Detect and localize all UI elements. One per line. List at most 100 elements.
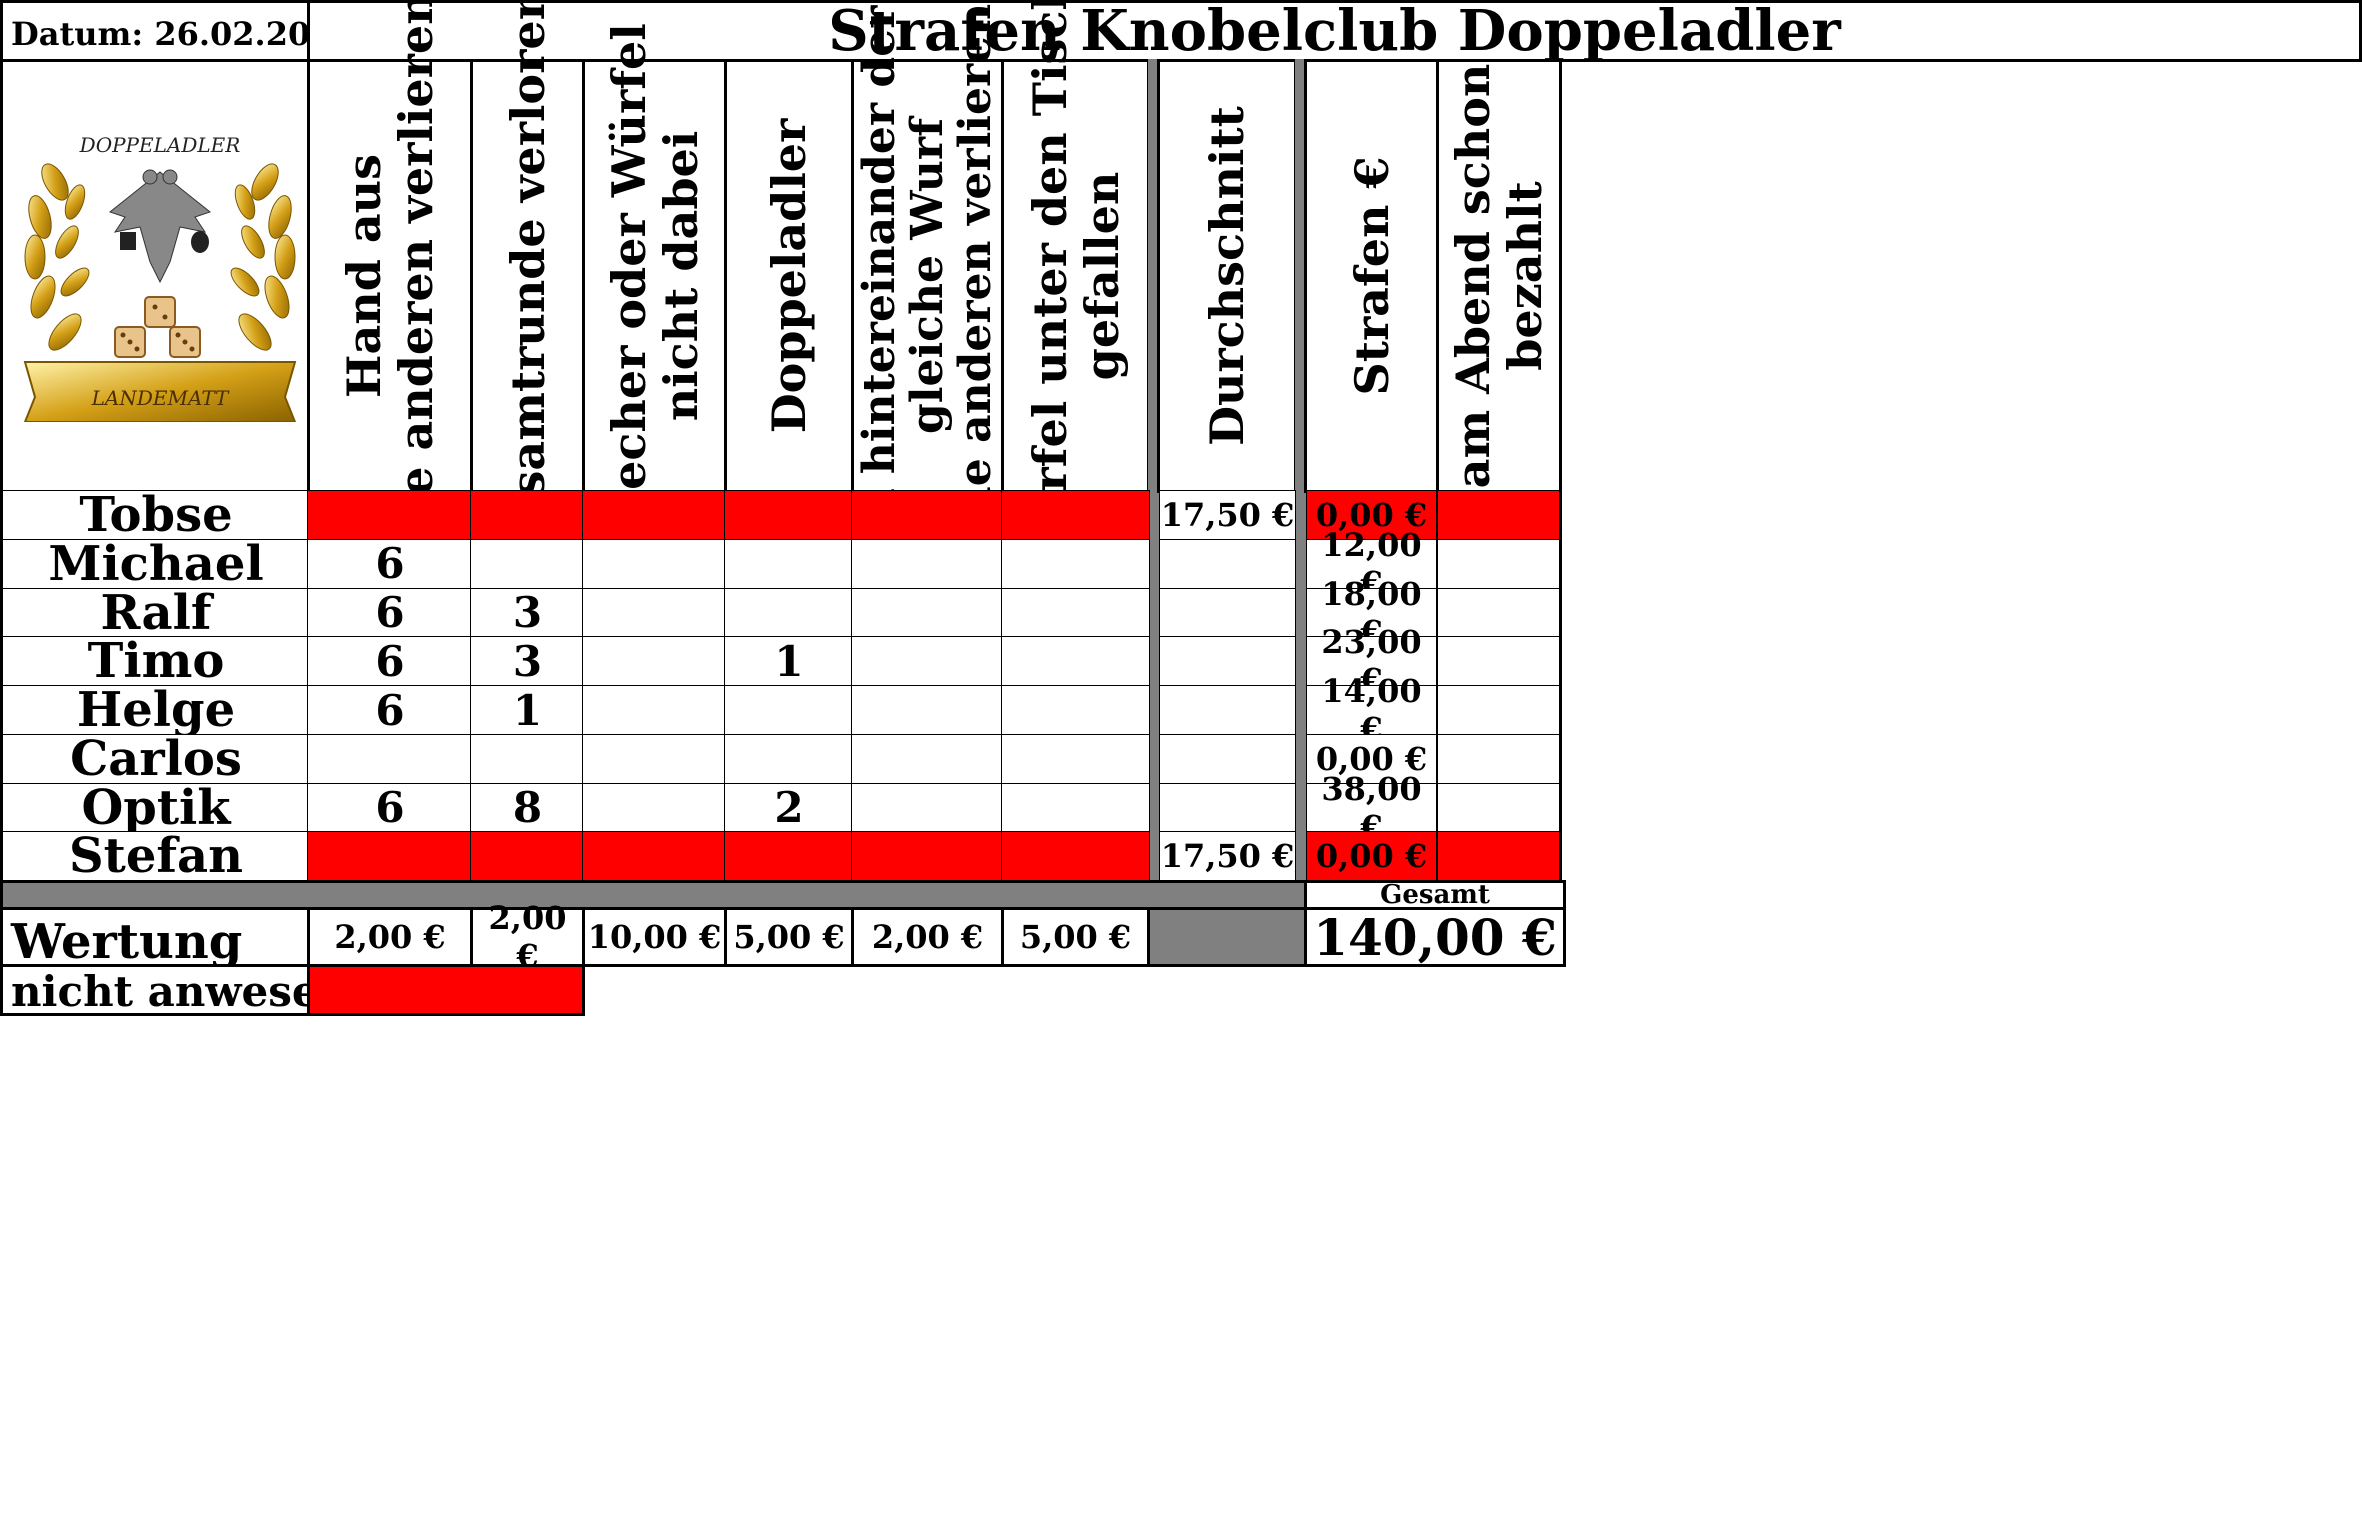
wertung-value: 10,00 € (582, 907, 727, 967)
date-label: Datum: 26.02.2016 (11, 15, 355, 53)
penalty-count (1001, 782, 1150, 833)
penalty-count (582, 587, 727, 638)
player-name: Optik (0, 780, 310, 836)
player-name: Ralf (0, 585, 310, 641)
penalty-count: 6 (307, 587, 473, 638)
average-value (1159, 636, 1296, 687)
player-name: Stefan (0, 828, 310, 884)
penalty-count (470, 831, 585, 882)
penalty-count (1001, 490, 1150, 541)
average-value (1159, 782, 1296, 833)
gesamt-label: Gesamt (1380, 880, 1490, 910)
penalty-count: 6 (307, 782, 473, 833)
strafen-value: 0,00 € (1306, 733, 1437, 784)
date-cell: Datum: 26.02.2016 (0, 0, 355, 62)
average-value (1159, 733, 1296, 784)
penalty-count (582, 831, 727, 882)
penalty-count (582, 685, 727, 736)
col-header-line1: Strafen € (1344, 156, 1399, 396)
average-value: 17,50 € (1159, 490, 1296, 541)
absent-label-cell: nicht anwesend: (0, 964, 394, 1016)
player-name: Carlos (0, 731, 310, 787)
penalty-count (851, 587, 1004, 638)
wertung-value: 5,00 € (1001, 907, 1150, 967)
average-value: 17,50 € (1159, 831, 1296, 882)
penalty-count (1001, 538, 1150, 589)
penalty-count (851, 782, 1004, 833)
col-header-line2: nicht dabei (653, 130, 708, 422)
col-header-line1: 3x hintereinander der (853, 5, 905, 547)
penalty-count (851, 831, 1004, 882)
penalty-count (470, 490, 585, 541)
paid-cell (1437, 538, 1562, 589)
total-cell: 140,00 € (1304, 907, 1566, 967)
penalty-count (724, 685, 854, 736)
strafen-value: 18,00 € (1306, 575, 1437, 651)
penalty-count (1001, 636, 1150, 687)
paid-cell (1437, 587, 1562, 638)
paid-cell (1437, 490, 1562, 541)
penalty-count (724, 733, 854, 784)
penalty-count: 3 (470, 587, 585, 638)
penalty-count (1001, 733, 1150, 784)
penalty-count (1001, 831, 1150, 882)
col-header-hand-aus: Hand aus (alle anderen verlieren) (307, 0, 473, 582)
gesamt-label-cell: Gesamt (1304, 880, 1566, 910)
player-name: Michael (0, 536, 310, 592)
logo-top-text: DOPPELADLER (79, 133, 241, 157)
penalty-count: 6 (307, 685, 473, 736)
col-header-3x: 3x hintereinander der gleiche Wurf (alle a… (851, 0, 1004, 569)
penalty-count (582, 538, 727, 589)
penalty-count (307, 490, 473, 541)
penalty-count: 3 (470, 636, 585, 687)
col-header-wuerfel-tisch: Würfel unter den Tisch gefallen (1001, 0, 1150, 575)
penalty-count: 1 (724, 636, 854, 687)
col-header-becher: Becher oder Würfel nicht dabei (582, 23, 727, 529)
penalty-count (724, 587, 854, 638)
col-header-line2: gefallen (1074, 171, 1129, 381)
penalty-count (470, 733, 585, 784)
logo-bottom-text: LANDEMATT (91, 386, 230, 410)
strafen-value: 38,00 € (1306, 770, 1437, 846)
wertung-value: 2,00 € (307, 907, 473, 967)
col-header-line3: (alle anderen verlieren) (949, 0, 1001, 569)
penalty-count (307, 831, 473, 882)
player-name: Timo (0, 633, 310, 689)
penalty-count (582, 490, 727, 541)
penalty-count (582, 782, 727, 833)
logo-cell: LANDEMATT DOPPELADLER (0, 59, 310, 493)
penalty-count (851, 733, 1004, 784)
paid-cell (1437, 831, 1562, 882)
strafen-value: 0,00 € (1306, 490, 1437, 541)
col-header-line1: Becher oder Würfel (601, 23, 656, 529)
penalty-count (582, 733, 727, 784)
wertung-value: 2,00 € (470, 899, 585, 975)
penalty-count (1001, 587, 1150, 638)
col-header-bezahlt: am Abend schon bezahlt (1436, 59, 1562, 493)
wertung-value: 5,00 € (724, 907, 854, 967)
col-header-line1: am Abend schon (1446, 63, 1500, 489)
penalty-count (851, 636, 1004, 687)
col-header-line2: bezahlt (1498, 181, 1552, 371)
penalty-count (851, 685, 1004, 736)
paid-cell (1437, 685, 1562, 736)
wertung-label: Wertung (11, 914, 243, 970)
col-header-durchschnitt: Durchschnitt (1157, 59, 1297, 493)
col-header-gesamtrunde: Gesamtrunde verloren (470, 0, 585, 565)
strafen-value: 14,00 € (1306, 672, 1437, 748)
paid-cell (1437, 636, 1562, 687)
title-cell: Strafen Knobelclub Doppeladler (307, 0, 2362, 64)
penalty-count: 2 (724, 782, 854, 833)
wertung-label-cell: Wertung (0, 907, 310, 970)
gray-bar (0, 880, 1307, 910)
col-header-line1: Doppeladler (762, 118, 816, 434)
penalty-count: 6 (307, 538, 473, 589)
average-value (1159, 538, 1296, 589)
strafen-value: 0,00 € (1306, 831, 1437, 882)
penalty-count: 1 (470, 685, 585, 736)
average-value (1159, 587, 1296, 638)
penalty-count (1001, 685, 1150, 736)
absent-legend-swatch (307, 964, 585, 1016)
strafen-value: 23,00 € (1306, 623, 1437, 699)
penalty-count (307, 733, 473, 784)
